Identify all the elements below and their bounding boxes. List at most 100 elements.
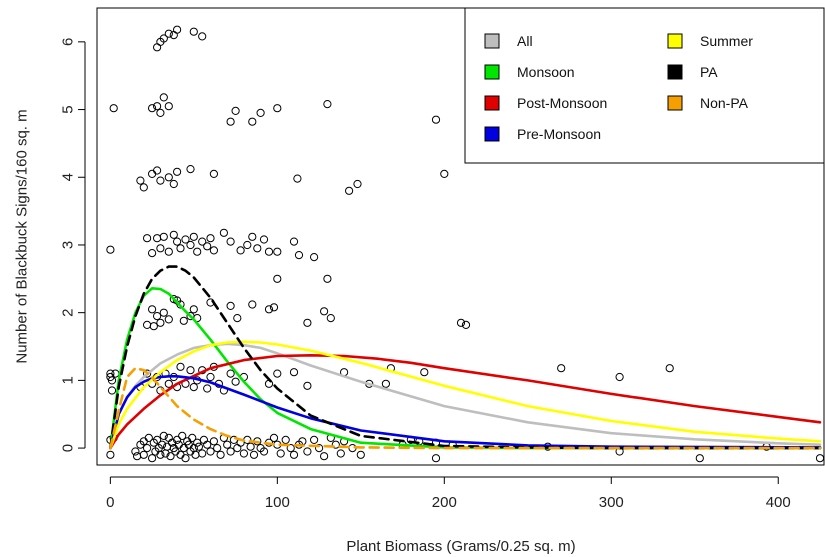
data-point <box>353 179 362 189</box>
legend-label: Summer <box>700 33 753 49</box>
data-point <box>158 440 167 449</box>
y-axis-title: Number of Blackbuck Signs/160 sq. m <box>14 109 31 363</box>
data-point <box>193 438 202 447</box>
x-tick-label: 400 <box>766 494 791 511</box>
data-point <box>166 452 175 461</box>
data-point <box>456 318 466 327</box>
data-point <box>176 300 185 309</box>
data-point <box>233 314 242 323</box>
data-point <box>153 43 162 52</box>
data-point <box>248 300 257 309</box>
data-point <box>289 368 299 377</box>
data-point <box>159 431 168 440</box>
data-point <box>133 452 142 461</box>
data-point <box>156 318 165 327</box>
data-point <box>164 29 173 38</box>
data-point <box>289 237 299 246</box>
data-point <box>249 450 259 459</box>
data-point <box>156 450 165 459</box>
x-tick-label: 100 <box>265 494 290 511</box>
data-point <box>461 320 471 329</box>
data-point <box>159 308 168 317</box>
legend-label: Non-PA <box>700 95 749 111</box>
data-point <box>226 237 235 246</box>
data-point <box>248 117 257 126</box>
data-point <box>213 444 222 453</box>
data-point <box>156 244 165 253</box>
data-point <box>303 447 312 456</box>
legend-label: Pre-Monsoon <box>517 126 601 142</box>
data-point <box>381 379 390 388</box>
data-point <box>188 433 197 442</box>
data-point <box>198 237 207 246</box>
data-point <box>420 368 429 377</box>
data-point <box>294 251 304 260</box>
x-tick-label: 0 <box>106 494 114 511</box>
legend-swatch <box>484 64 500 80</box>
data-point <box>256 108 265 118</box>
data-point <box>276 449 285 458</box>
legend-swatch <box>667 64 683 80</box>
data-point <box>169 30 178 40</box>
data-point <box>153 435 162 444</box>
data-point <box>191 450 200 459</box>
data-point <box>149 322 158 331</box>
data-point <box>107 376 117 385</box>
data-point <box>153 102 162 111</box>
data-point <box>156 108 165 118</box>
data-point <box>143 444 152 453</box>
data-point <box>148 104 157 113</box>
data-point <box>273 247 282 256</box>
data-point <box>203 440 212 449</box>
data-point <box>159 34 168 43</box>
y-tick-label: 6 <box>60 38 77 46</box>
data-point <box>194 442 203 451</box>
legend-box <box>464 7 825 164</box>
data-point <box>231 377 240 386</box>
data-point <box>203 384 212 393</box>
data-point <box>246 442 255 451</box>
data-point <box>440 169 449 178</box>
data-point <box>243 240 252 250</box>
data-point <box>219 228 228 237</box>
data-point <box>236 246 245 255</box>
data-point <box>156 176 165 185</box>
data-point <box>289 450 299 459</box>
data-point <box>164 379 173 388</box>
data-point <box>181 235 190 244</box>
data-point <box>148 305 157 314</box>
data-point <box>310 253 319 262</box>
x-axis: 0 100 200 300 400 <box>106 476 791 511</box>
data-point <box>303 381 312 390</box>
data-point <box>203 242 212 251</box>
data-point <box>615 372 624 382</box>
data-point <box>139 450 148 459</box>
data-point <box>131 447 140 456</box>
data-point <box>226 369 235 378</box>
data-point <box>159 93 168 102</box>
data-point <box>173 237 182 246</box>
data-point <box>173 167 182 176</box>
legend-label: PA <box>700 64 718 80</box>
data-point <box>273 104 282 113</box>
data-point <box>164 247 173 256</box>
data-point <box>331 440 340 449</box>
data-point <box>223 440 232 449</box>
y-tick-label: 2 <box>60 308 77 316</box>
data-point <box>164 173 173 182</box>
data-point <box>176 450 185 459</box>
legend-swatch <box>667 95 683 111</box>
data-point <box>336 449 345 458</box>
y-tick-label: 0 <box>60 444 77 452</box>
data-point <box>231 106 240 116</box>
data-point <box>431 454 441 463</box>
data-point <box>209 437 218 446</box>
data-point <box>169 230 178 239</box>
data-point <box>273 274 282 283</box>
data-point <box>109 104 118 113</box>
data-point <box>174 440 183 449</box>
data-point <box>310 435 319 444</box>
data-point <box>143 369 152 378</box>
data-point <box>239 449 248 458</box>
